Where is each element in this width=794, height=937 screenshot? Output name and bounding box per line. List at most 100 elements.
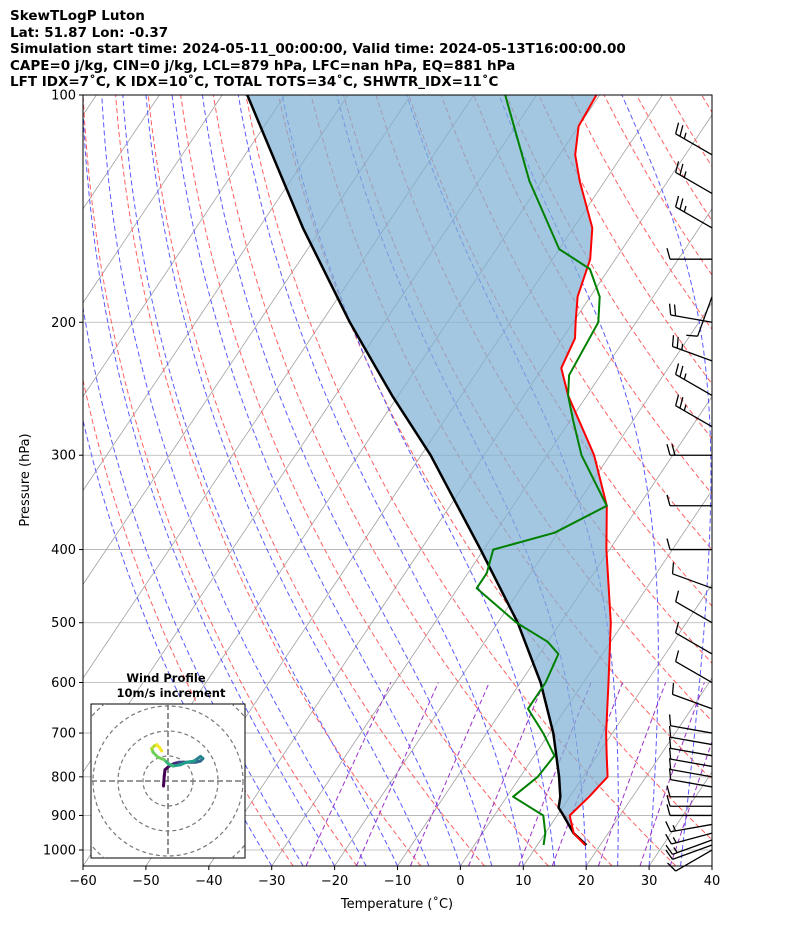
wind-barb: [668, 736, 713, 757]
wind-barb: [665, 821, 713, 833]
y-tick-label: 100: [51, 89, 76, 104]
indices-line-2: LFT IDX=7˚C, K IDX=10˚C, TOTAL TOTS=34˚C…: [10, 74, 499, 90]
dry-adiabat: [440, 95, 712, 551]
x-tick-label: −30: [258, 874, 285, 889]
cape-shading: [247, 95, 611, 845]
indices-line-1: CAPE=0 j/kg, CIN=0 j/kg, LCL=879 hPa, LF…: [10, 57, 516, 74]
moist-adiabat: [145, 95, 430, 866]
dry-adiabat: [180, 95, 549, 866]
location-line: Lat: 51.87 Lon: -0.37: [10, 24, 169, 41]
moist-adiabat: [281, 95, 556, 866]
wind-barb: [668, 747, 713, 768]
x-tick-label: 20: [578, 874, 595, 889]
wind-barb: [674, 363, 713, 397]
chart-header: SkewTLogP Luton Lat: 51.87 Lon: -0.37 Si…: [10, 8, 626, 91]
wind-barb: [665, 844, 713, 861]
wind-barb: [666, 538, 712, 551]
dry-adiabat: [701, 95, 712, 114]
wind-barb: [674, 195, 713, 229]
mixing-ratio-line: [597, 682, 667, 866]
y-tick-label: 700: [51, 727, 76, 742]
parcel-profile-line: [246, 95, 588, 846]
wind-barb: [674, 650, 713, 684]
y-tick-label: 800: [51, 770, 76, 785]
mixing-ratio-line: [305, 682, 392, 866]
wind-barb: [674, 161, 713, 194]
wind-barb: [665, 832, 713, 845]
y-tick-label: 600: [51, 676, 76, 691]
x-tick-label: −60: [69, 874, 96, 889]
moist-adiabat: [201, 95, 493, 866]
dewpoint-profile-line: [475, 95, 608, 846]
isotherm-line: [522, 583, 712, 866]
moist-adiabat: [83, 97, 336, 866]
chart-title: SkewTLogP Luton: [10, 8, 145, 24]
x-axis-label: Temperature (˚C): [340, 896, 453, 912]
moist-adiabat: [83, 304, 304, 866]
x-tick-label: −10: [384, 874, 411, 889]
y-tick-label: 900: [51, 809, 76, 824]
wind-barb: [668, 758, 713, 778]
isotherm-line: [460, 489, 712, 866]
temperature-profile-line: [560, 95, 612, 846]
wind-barb: [671, 682, 713, 710]
moist-adiabat: [711, 862, 712, 866]
x-tick-label: 10: [515, 874, 532, 889]
wind-barb: [666, 444, 712, 456]
moist-adiabat: [122, 95, 398, 866]
moist-adiabat: [171, 95, 461, 866]
wind-barb: [674, 590, 713, 624]
wind-barb: [674, 621, 713, 655]
dry-adiabat: [505, 95, 712, 440]
y-tick-label: 500: [51, 616, 76, 631]
y-axis-label: Pressure (hPa): [18, 433, 33, 526]
wind-barb: [668, 714, 713, 734]
dry-adiabat: [473, 95, 712, 495]
wind-barb: [668, 303, 713, 323]
dry-adiabat: [83, 377, 294, 866]
dry-adiabat: [83, 95, 358, 866]
wind-barb: [674, 394, 713, 428]
x-tick-label: −40: [195, 874, 222, 889]
x-tick-label: −50: [132, 874, 159, 889]
wind-barb: [668, 768, 713, 788]
isotherm-line: [83, 95, 349, 492]
x-tick-label: −20: [321, 874, 348, 889]
wind-barb: [674, 122, 713, 156]
mixing-ratio-line: [409, 682, 490, 866]
isotherm-line: [83, 95, 97, 116]
isotherm-line: [83, 95, 223, 304]
time-line: Simulation start time: 2024-05-11_00:00:…: [10, 41, 626, 57]
mixing-ratio-line: [355, 682, 439, 866]
y-tick-label: 200: [51, 316, 76, 331]
x-tick-label: 40: [704, 874, 721, 889]
wind-barb: [668, 725, 713, 746]
y-tick-label: 1000: [43, 844, 76, 859]
wind-barb: [665, 839, 713, 855]
isotherm-line: [775, 95, 794, 866]
moist-adiabat: [237, 95, 524, 866]
dry-adiabat: [245, 95, 677, 866]
isotherm-line: [711, 865, 712, 866]
x-tick-label: 0: [456, 874, 464, 889]
y-tick-label: 300: [51, 449, 76, 464]
y-tick-label: 400: [51, 543, 76, 558]
wind-barb: [666, 494, 712, 507]
isotherm-line: [83, 95, 286, 398]
dry-adiabat: [767, 95, 794, 866]
wind-barb: [666, 804, 712, 817]
wind-barb: [667, 849, 713, 872]
wind-barb: [686, 296, 713, 337]
dry-adiabat: [147, 95, 485, 866]
wind-barb: [666, 795, 712, 807]
wind-barb: [671, 562, 713, 589]
hodograph-segment: [162, 774, 166, 788]
dry-adiabat: [734, 95, 794, 866]
hodograph-segment: [157, 745, 164, 753]
wind-barb: [671, 335, 713, 362]
hodograph-title: Wind Profile: [126, 671, 206, 685]
moist-adiabat: [101, 95, 367, 866]
hodograph-subtitle: 10m/s increment: [117, 686, 226, 700]
wind-barb: [666, 248, 712, 260]
